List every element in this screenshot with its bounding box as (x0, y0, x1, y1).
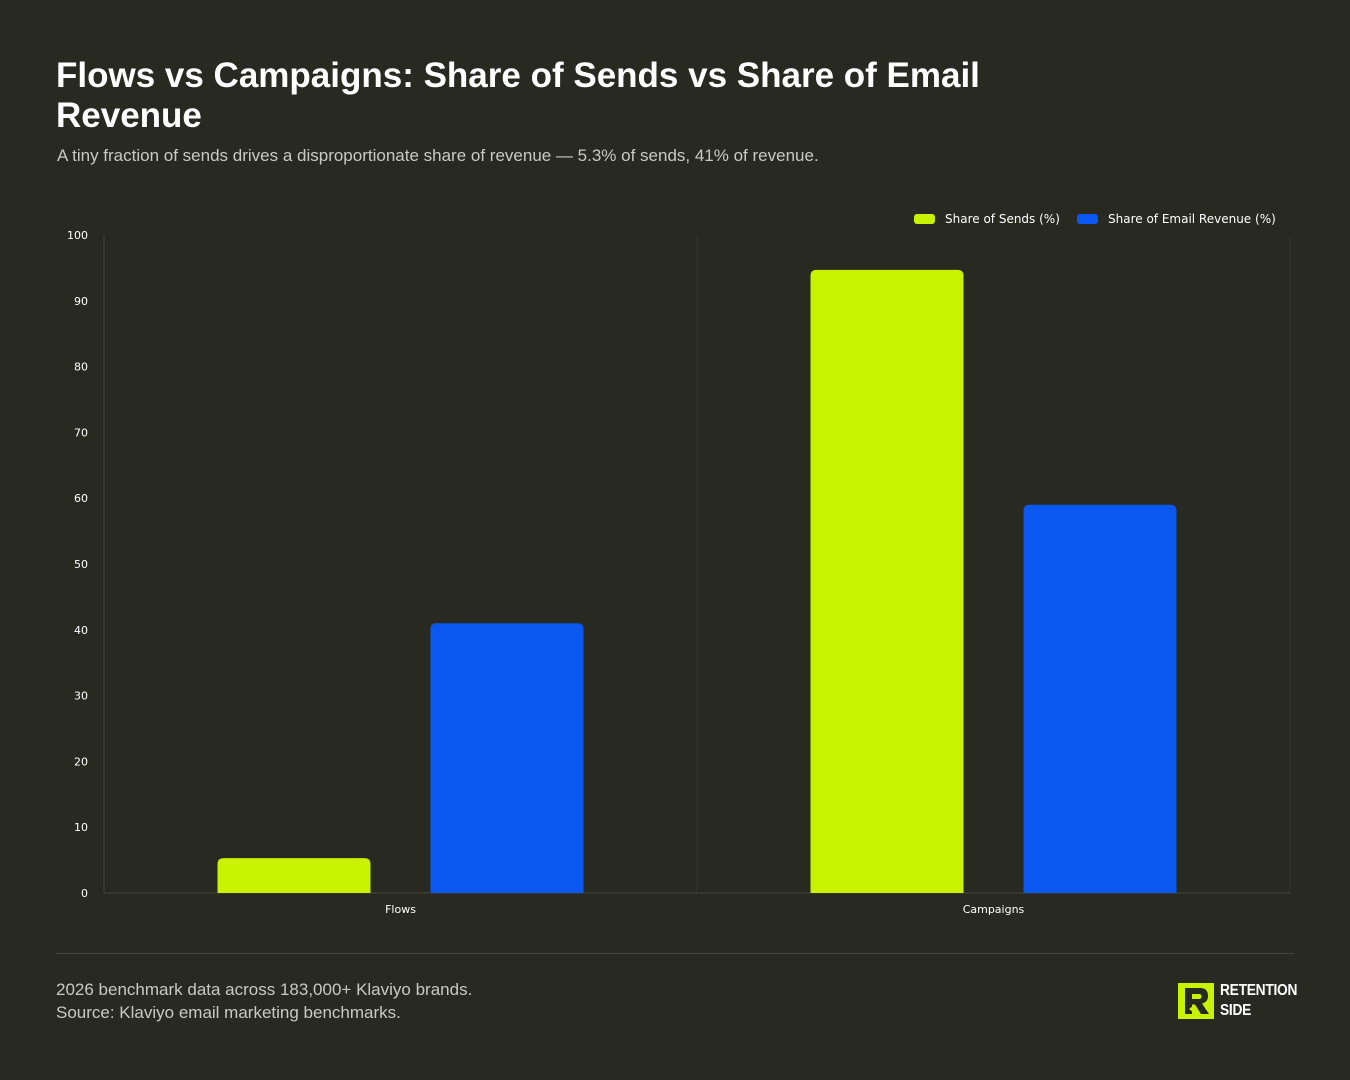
retention-side-logo: RETENTION SIDE (1178, 982, 1310, 1020)
footer-source: Source: Klaviyo email marketing benchmar… (56, 1003, 401, 1022)
y-tick-label: 0 (81, 887, 88, 900)
x-tick-label: Flows (385, 903, 416, 916)
chart-title: Flows vs Campaigns: Share of Sends vs Sh… (56, 56, 980, 135)
bar-flows-series-2 (430, 623, 584, 893)
y-tick-label: 60 (74, 492, 88, 505)
bar-campaigns-series-1 (810, 269, 964, 893)
chart-subtitle: A tiny fraction of sends drives a dispro… (57, 146, 819, 165)
y-tick-label: 20 (74, 755, 88, 768)
y-tick-label: 40 (74, 624, 88, 637)
bar-chart: 0 10 20 30 40 50 60 70 80 90 100 Flows Campaigns Shar… (67, 212, 1291, 916)
footer-note: 2026 benchmark data across 183,000+ Klav… (56, 980, 473, 999)
logo-mark-icon (1178, 983, 1214, 1019)
y-tick-label: 30 (74, 690, 88, 703)
bar-campaigns-series-2 (1023, 504, 1177, 893)
footer-divider (56, 953, 1294, 954)
y-tick-label: 80 (74, 361, 88, 374)
y-tick-label: 70 (74, 426, 88, 439)
y-tick-label: 10 (74, 821, 88, 834)
y-tick-label: 100 (67, 229, 88, 242)
legend-swatch (914, 214, 935, 224)
legend-swatch (1077, 214, 1098, 224)
logo-wordmark: RETENTION SIDE (1220, 982, 1298, 1019)
y-tick-label: 50 (74, 558, 88, 571)
x-tick-label: Campaigns (963, 903, 1025, 916)
y-tick-label: 90 (74, 295, 88, 308)
legend-label: Share of Email Revenue (%) (1108, 212, 1276, 226)
bar-flows-series-1 (217, 858, 371, 893)
legend-label: Share of Sends (%) (945, 212, 1060, 226)
